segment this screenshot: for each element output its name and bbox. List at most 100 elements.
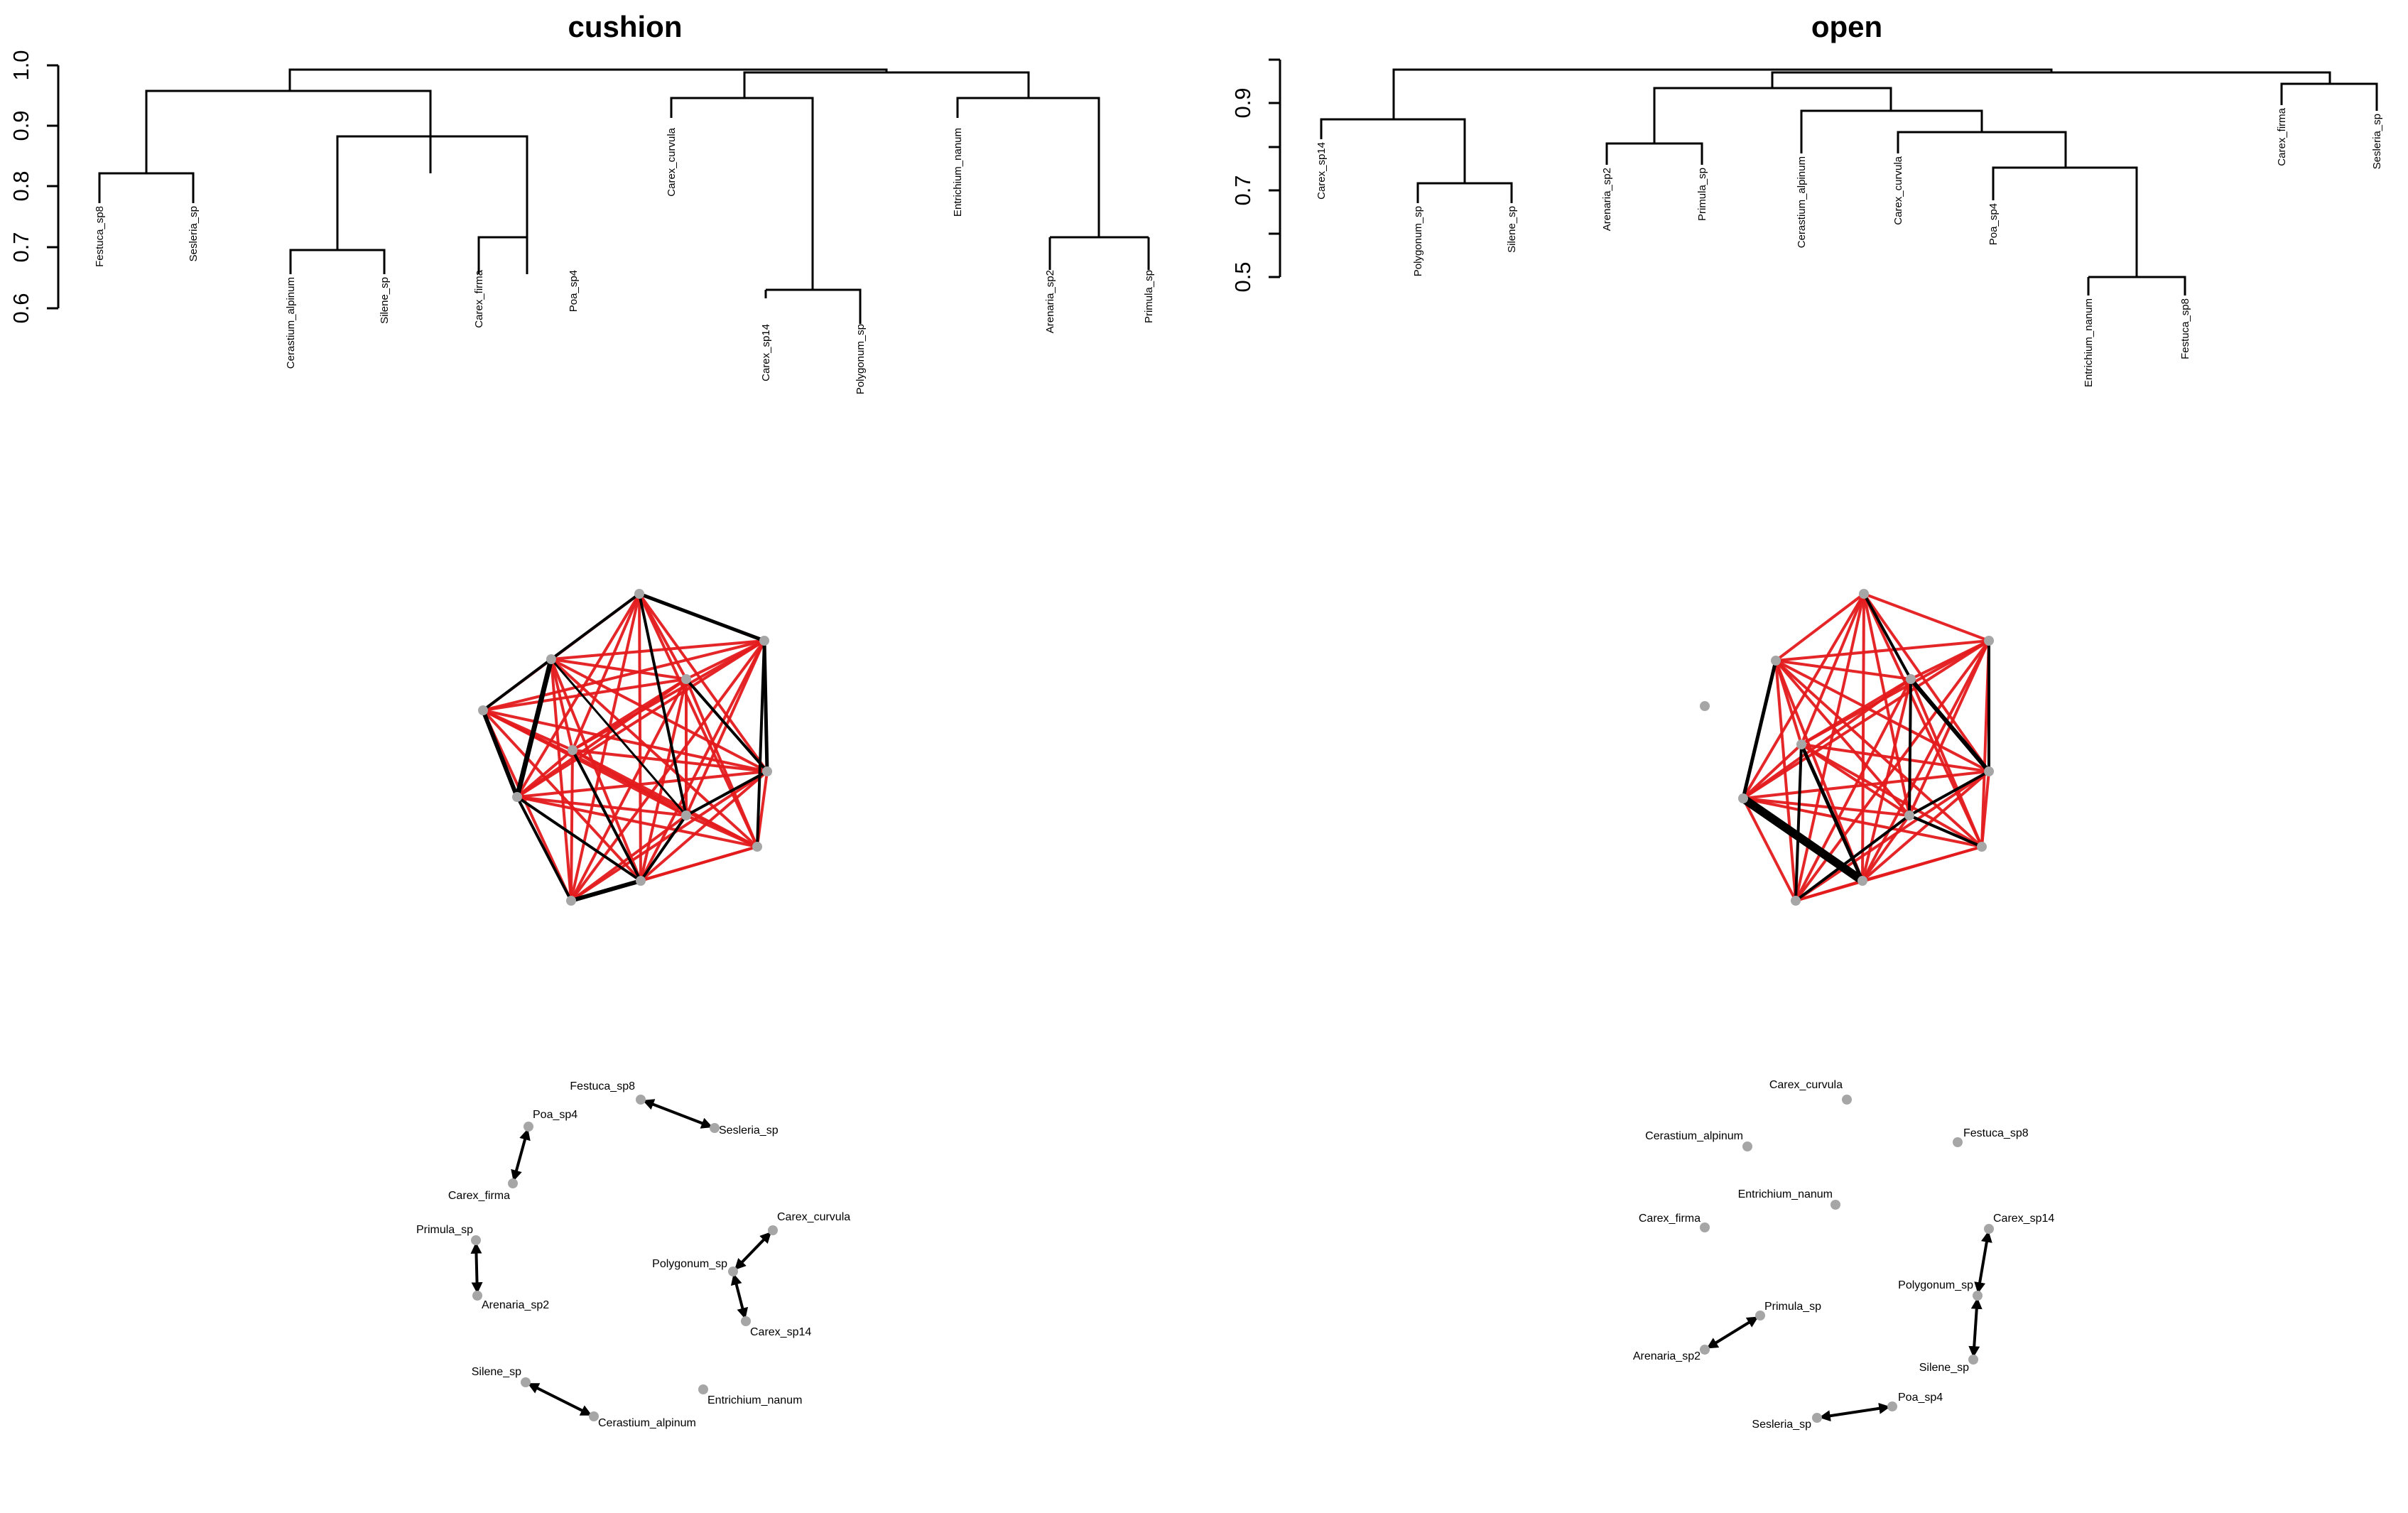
pair-node	[1887, 1401, 1897, 1411]
network-node	[681, 674, 691, 684]
positive-edge	[1794, 678, 1912, 901]
pair-node	[508, 1178, 518, 1188]
negative-edge	[685, 770, 768, 817]
negative-edge	[516, 796, 642, 882]
pair-edge	[642, 1099, 713, 1129]
positive-edge	[1742, 798, 1797, 901]
network-node	[636, 876, 646, 886]
pair-node	[1842, 1095, 1852, 1105]
pair-node-label: Cerastium_alpinum	[1645, 1130, 1743, 1142]
pair-node	[1953, 1137, 1963, 1147]
pair-node	[1973, 1291, 1983, 1301]
pair-node-label: Carex_curvula	[777, 1211, 850, 1223]
positive-edge	[516, 770, 768, 798]
positive-edge	[1800, 743, 1911, 817]
positive-edge	[1774, 659, 1911, 817]
open-leaf-label: Entrichium_nanum	[2083, 298, 2095, 387]
pair-node-label: Entrichium_nanum	[707, 1394, 802, 1406]
pair-node	[1700, 1222, 1710, 1232]
open-leaf-label: Cerastium_alpinum	[1796, 156, 1808, 248]
positive-edge	[570, 639, 766, 902]
positive-edge	[1909, 678, 1983, 847]
open-leaf-label: Polygonum_sp	[1412, 206, 1424, 276]
pair-node	[589, 1411, 599, 1421]
network-node	[762, 766, 772, 776]
positive-edge	[570, 749, 574, 901]
open-ytick: 0.9	[1230, 87, 1255, 118]
pair-edge	[734, 1232, 772, 1270]
open-dendrogram: 0.5 0.7 0.9 Carex_sp14 Polygonum_sp Sile…	[1230, 58, 2383, 387]
positive-edge	[1775, 639, 1990, 662]
network-node	[1984, 636, 1994, 646]
positive-edge	[1863, 592, 1990, 642]
negative-edge	[516, 796, 573, 901]
cushion-dendrogram: 0.6 0.7 0.8 0.9 1.0 Festuca_sp8 Sesleria…	[9, 50, 1155, 394]
network-node	[1984, 766, 1994, 776]
cushion-pair-network: Festuca_sp8 Sesleria_sp Poa_sp4 Carex_firma…	[416, 1080, 850, 1429]
network-node	[752, 842, 762, 852]
cushion-leaf-label: Cerastium_alpinum	[285, 277, 297, 369]
positive-edge	[570, 678, 688, 901]
cushion-full-network	[478, 589, 772, 906]
pair-node-label: Primula_sp	[1764, 1301, 1821, 1313]
pair-node-label: Arenaria_sp2	[1633, 1350, 1701, 1362]
positive-edge	[1980, 771, 1990, 847]
cushion-leaf-label: Carex_firma	[473, 269, 485, 327]
pair-node	[1968, 1355, 1978, 1365]
cushion-leaf-label: Entrichium_nanum	[952, 128, 964, 217]
positive-edge	[1861, 814, 1911, 882]
pair-node-label: Sesleria_sp	[719, 1124, 779, 1137]
pair-edge	[1974, 1230, 1992, 1294]
negative-edge	[1794, 744, 1803, 901]
pair-node	[728, 1267, 738, 1276]
negative-edge	[1909, 678, 1991, 773]
pair-node	[1742, 1141, 1752, 1151]
positive-edge	[1801, 743, 1990, 773]
network-node	[546, 654, 556, 664]
positive-edge	[1775, 659, 1911, 680]
open-ytick: 0.5	[1230, 261, 1255, 292]
positive-edge	[1800, 678, 1912, 746]
negative-edge	[550, 592, 641, 661]
network-node	[478, 705, 488, 715]
pair-edge	[527, 1382, 592, 1416]
positive-edge	[1801, 743, 1983, 848]
cushion-ytick: 0.8	[9, 170, 33, 201]
network-node	[1904, 810, 1914, 820]
positive-edge	[1862, 592, 1990, 773]
positive-edge	[638, 592, 769, 773]
positive-edge	[638, 593, 759, 847]
negative-edge	[1909, 770, 1990, 817]
negative-edge	[571, 749, 642, 882]
positive-edge	[1861, 770, 1990, 882]
positive-edge	[1862, 593, 1911, 816]
positive-edge	[639, 770, 769, 882]
positive-edge	[1861, 678, 1912, 882]
open-leaf-label: Carex_curvula	[1892, 156, 1904, 224]
pair-node-label: Polygonum_sp	[1898, 1279, 1973, 1291]
positive-edge	[685, 640, 766, 816]
pair-node	[741, 1316, 751, 1326]
pair-node	[636, 1095, 646, 1105]
negative-edge	[570, 879, 641, 903]
network-node	[681, 810, 691, 820]
network-node	[1906, 674, 1916, 684]
positive-edge	[516, 796, 758, 848]
pair-node	[1984, 1224, 1994, 1234]
pair-node	[710, 1123, 720, 1133]
network-node	[512, 792, 522, 802]
positive-edge	[550, 658, 642, 882]
positive-edge	[482, 678, 687, 712]
pair-node	[524, 1122, 533, 1132]
positive-edge	[572, 749, 758, 848]
pair-node-label: Silene_sp	[472, 1366, 521, 1378]
pair-node	[521, 1377, 531, 1387]
open-leaf-label: Carex_firma	[2276, 107, 2288, 166]
pair-edge	[470, 1242, 483, 1294]
network-node	[759, 636, 769, 646]
positive-edge	[550, 658, 573, 901]
positive-edge	[550, 658, 574, 751]
cushion-leaf-label: Arenaria_sp2	[1044, 270, 1056, 333]
positive-edge	[1908, 640, 1990, 816]
